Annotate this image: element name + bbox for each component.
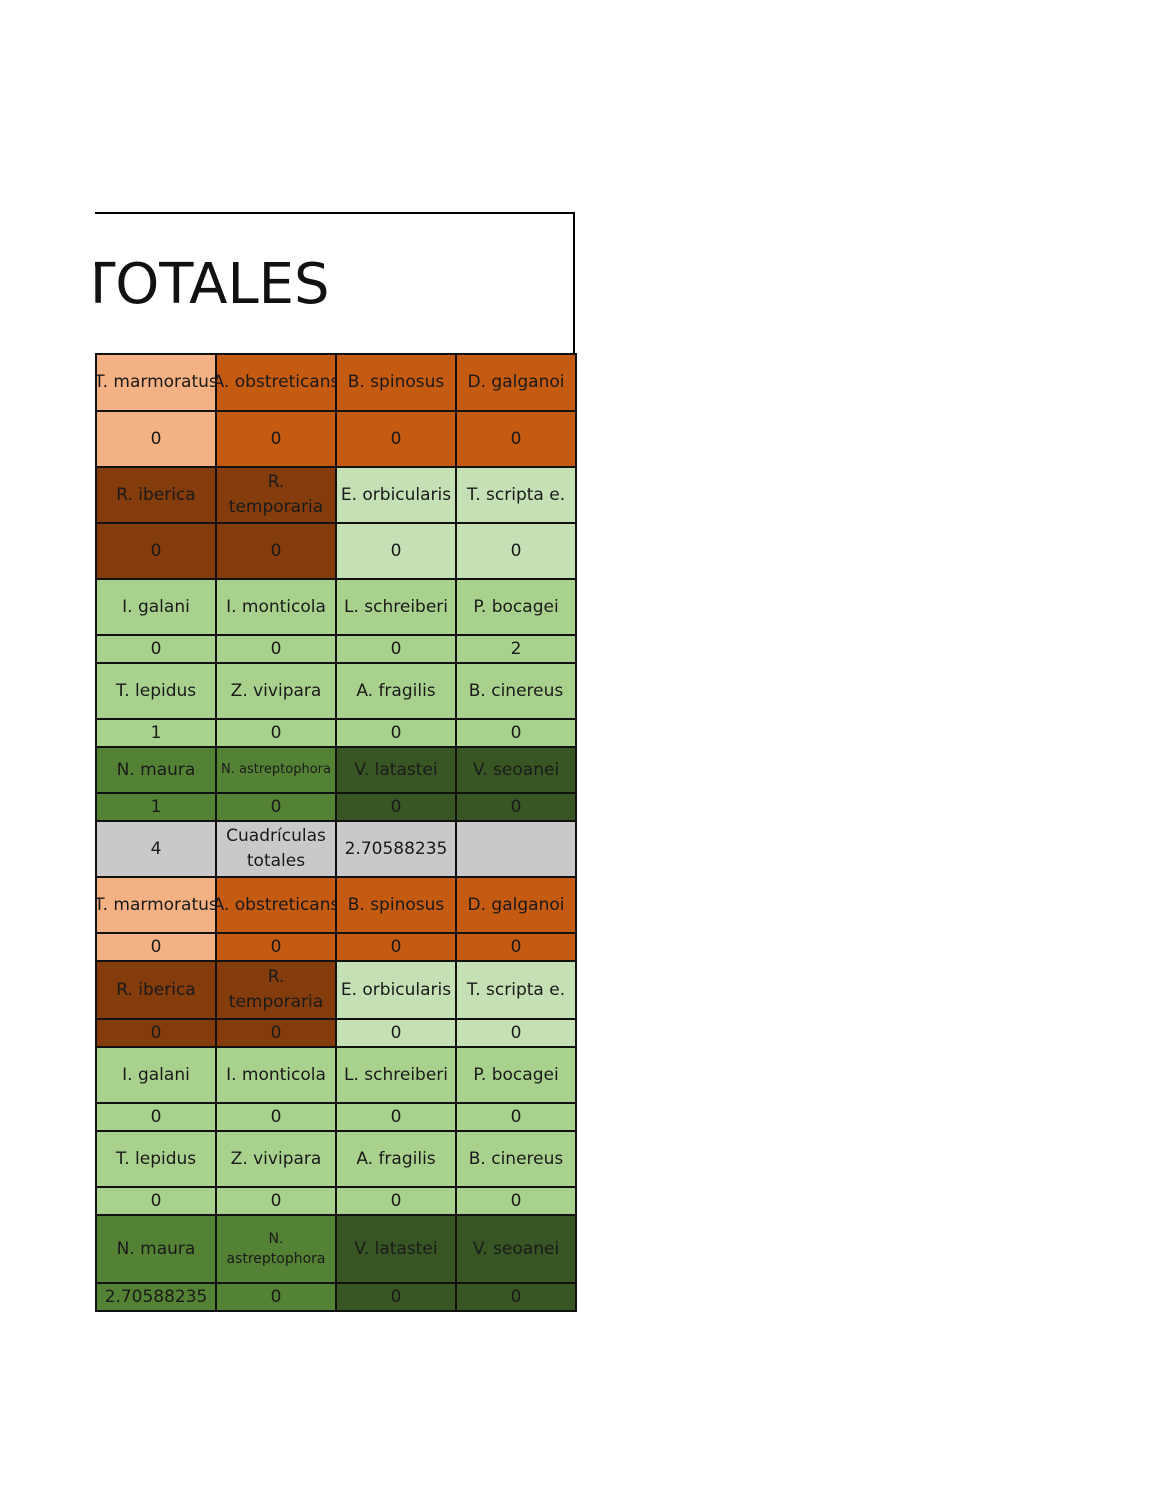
label-cell: N. maura: [95, 1214, 217, 1284]
label-cell: T. marmoratus: [95, 876, 217, 934]
value-cell: 0: [95, 1018, 217, 1048]
value-cell: 0: [455, 1102, 577, 1132]
value-cell: 0: [95, 634, 217, 664]
label-cell: Z. vivipara: [215, 1130, 337, 1188]
value-cell: 0: [95, 932, 217, 962]
label-cell: D. galganoi: [455, 876, 577, 934]
label-cell: I. galani: [95, 1046, 217, 1104]
title: TOTALES: [95, 252, 330, 317]
value-cell: 0: [335, 1018, 457, 1048]
label-cell: A. fragilis: [335, 1130, 457, 1188]
value-cell: 0: [455, 1018, 577, 1048]
value-cell: 2.70588235: [95, 1282, 217, 1312]
label-cell: P. bocagei: [455, 578, 577, 636]
label-cell: N. astreptophora: [215, 746, 337, 794]
label-cell: V. latastei: [335, 1214, 457, 1284]
label-cell: Cuadrículas totales: [215, 820, 337, 878]
label-cell: B. cinereus: [455, 1130, 577, 1188]
label-cell: B. spinosus: [335, 353, 457, 412]
value-cell: 0: [335, 718, 457, 748]
value-cell: 0: [215, 1018, 337, 1048]
value-cell: 0: [215, 522, 337, 580]
value-cell: 0: [215, 1186, 337, 1216]
label-cell: L. schreiberi: [335, 578, 457, 636]
label-cell: I. galani: [95, 578, 217, 636]
value-cell: 0: [335, 1102, 457, 1132]
label-cell: N. astreptophora: [215, 1214, 337, 1284]
value-cell: 2: [455, 634, 577, 664]
value-cell: 0: [455, 522, 577, 580]
value-cell: 0: [215, 1282, 337, 1312]
label-cell: E. orbicularis: [335, 466, 457, 524]
value-cell: 0: [455, 792, 577, 822]
label-cell: B. cinereus: [455, 662, 577, 720]
value-cell: 2.70588235: [335, 820, 457, 878]
value-cell: 0: [455, 410, 577, 468]
value-cell: 0: [215, 932, 337, 962]
value-cell: 0: [95, 410, 217, 468]
label-cell: E. orbicularis: [335, 960, 457, 1020]
label-cell: I. monticola: [215, 578, 337, 636]
value-cell: 0: [335, 634, 457, 664]
label-cell: L. schreiberi: [335, 1046, 457, 1104]
value-cell: 0: [215, 718, 337, 748]
label-cell: D. galganoi: [455, 353, 577, 412]
value-cell: 0: [335, 792, 457, 822]
value-cell: 0: [455, 1282, 577, 1312]
label-cell: R. temporaria: [215, 466, 337, 524]
label-cell: T. marmoratus: [95, 353, 217, 412]
value-cell: 0: [335, 1282, 457, 1312]
empty-cell: [455, 820, 577, 878]
value-cell: 0: [455, 718, 577, 748]
label-cell: R. temporaria: [215, 960, 337, 1020]
value-cell: 4: [95, 820, 217, 878]
value-cell: 0: [95, 1102, 217, 1132]
title-box: TOTALES: [95, 212, 575, 355]
label-cell: T. lepidus: [95, 1130, 217, 1188]
label-cell: A. obstreticans: [215, 353, 337, 412]
label-cell: A. obstreticans: [215, 876, 337, 934]
value-cell: 0: [95, 1186, 217, 1216]
label-cell: R. iberica: [95, 466, 217, 524]
value-cell: 1: [95, 792, 217, 822]
value-cell: 0: [335, 410, 457, 468]
value-cell: 0: [335, 932, 457, 962]
value-cell: 0: [215, 410, 337, 468]
label-cell: B. spinosus: [335, 876, 457, 934]
value-cell: 0: [95, 522, 217, 580]
label-cell: P. bocagei: [455, 1046, 577, 1104]
value-cell: 0: [215, 634, 337, 664]
label-cell: T. lepidus: [95, 662, 217, 720]
value-cell: 0: [215, 1102, 337, 1132]
value-cell: 1: [95, 718, 217, 748]
value-cell: 0: [335, 522, 457, 580]
label-cell: V. seoanei: [455, 1214, 577, 1284]
label-cell: V. seoanei: [455, 746, 577, 794]
label-cell: I. monticola: [215, 1046, 337, 1104]
label-cell: T. scripta e.: [455, 466, 577, 524]
value-cell: 0: [215, 792, 337, 822]
label-cell: A. fragilis: [335, 662, 457, 720]
value-cell: 0: [335, 1186, 457, 1216]
label-cell: V. latastei: [335, 746, 457, 794]
label-cell: R. iberica: [95, 960, 217, 1020]
value-cell: 0: [455, 1186, 577, 1216]
label-cell: Z. vivipara: [215, 662, 337, 720]
value-cell: 0: [455, 932, 577, 962]
label-cell: T. scripta e.: [455, 960, 577, 1020]
label-cell: N. maura: [95, 746, 217, 794]
